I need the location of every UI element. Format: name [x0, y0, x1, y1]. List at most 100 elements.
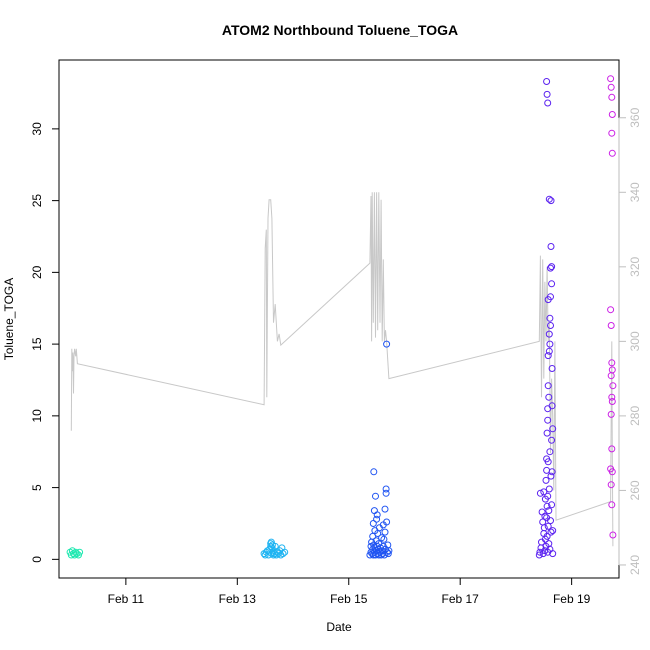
data-point [381, 528, 389, 536]
y-tick-label: 20 [30, 265, 44, 279]
data-point [546, 340, 554, 348]
data-point [549, 425, 557, 433]
series-flight2 [260, 538, 289, 559]
y2-tick-label: 300 [628, 331, 642, 351]
data-point [547, 322, 554, 329]
data-point [373, 511, 381, 519]
data-point [549, 527, 557, 535]
data-point [378, 547, 386, 555]
y2-tick-label: 240 [628, 555, 642, 575]
data-point [608, 129, 616, 137]
data-point [385, 547, 393, 555]
data-point [544, 296, 552, 304]
data-point [369, 532, 377, 540]
data-point [546, 314, 554, 322]
data-point [383, 340, 391, 348]
y-tick-label: 30 [30, 122, 44, 136]
axes-layer: Feb 11 Feb 13 Feb 15 Feb 17 Feb 19 0 5 10 15 20 25… [30, 107, 642, 606]
data-point [608, 398, 616, 405]
data-point [607, 481, 615, 489]
data-point [383, 518, 391, 526]
x-tick-label: Feb 15 [330, 592, 368, 606]
data-point [271, 542, 279, 550]
data-point [548, 468, 556, 476]
data-point [544, 382, 552, 390]
data-point [548, 402, 556, 410]
data-point [544, 492, 552, 500]
data-point [373, 515, 381, 523]
data-point [543, 90, 551, 98]
y-tick-label: 5 [30, 484, 44, 491]
data-point [543, 429, 551, 437]
data-point [609, 531, 617, 539]
points-layer [66, 75, 617, 559]
data-point [545, 485, 553, 493]
data-point [267, 542, 275, 550]
data-point [608, 393, 616, 401]
data-point [372, 492, 379, 500]
data-point [547, 264, 554, 272]
data-point [608, 93, 616, 101]
data-point [540, 524, 548, 532]
data-point [382, 489, 390, 497]
x-tick-label: Feb 19 [553, 592, 591, 606]
data-point [76, 548, 84, 556]
x-tick-label: Feb 11 [108, 592, 145, 606]
data-point [536, 489, 544, 497]
y2-tick-label: 360 [628, 107, 642, 127]
data-point [383, 548, 391, 556]
series-flight1 [66, 547, 84, 559]
data-point [549, 550, 557, 558]
data-point [536, 548, 544, 556]
x-tick-label: Feb 13 [219, 592, 257, 606]
data-point [547, 528, 555, 536]
data-point [607, 306, 615, 314]
data-point [279, 550, 287, 558]
data-point [608, 111, 616, 118]
data-point [535, 551, 543, 559]
data-point [369, 520, 377, 527]
data-point [607, 75, 615, 83]
data-point [607, 410, 615, 418]
data-point [546, 448, 554, 456]
data-point [382, 485, 390, 493]
y-tick-label: 10 [30, 409, 44, 423]
data-point [538, 508, 546, 516]
secondary-line-layer [70, 192, 614, 547]
data-point [542, 476, 550, 484]
data-point [608, 359, 616, 367]
data-point [544, 352, 552, 360]
data-point [548, 280, 556, 288]
data-point [547, 197, 555, 205]
data-point [544, 99, 552, 107]
data-point [547, 517, 554, 525]
secondary-line-trace [70, 192, 614, 547]
data-point [545, 195, 553, 203]
x-axis-label: Date [326, 620, 352, 634]
data-point [544, 416, 552, 424]
data-point [547, 472, 555, 480]
data-point [608, 501, 616, 509]
data-point [607, 322, 615, 329]
data-point [377, 551, 385, 559]
y2-tick-label: 320 [628, 256, 642, 276]
data-point [540, 488, 548, 496]
data-point [547, 243, 555, 250]
y-tick-label: 25 [30, 194, 44, 208]
data-point [545, 507, 553, 515]
data-point [543, 78, 551, 85]
data-point [545, 393, 553, 401]
series-flight5 [607, 75, 617, 539]
y-axis-label: Toluene_TOGA [2, 278, 16, 361]
y2-tick-label: 260 [628, 480, 642, 500]
data-point [545, 330, 553, 338]
data-point [608, 445, 616, 453]
chart-title: ATOM2 Northbound Toluene_TOGA [222, 22, 458, 38]
y2-tick-label: 280 [628, 406, 642, 426]
data-point [607, 83, 615, 91]
data-point [543, 532, 551, 540]
plot-frame [58, 59, 620, 579]
data-point [281, 548, 289, 556]
data-point [544, 458, 552, 466]
